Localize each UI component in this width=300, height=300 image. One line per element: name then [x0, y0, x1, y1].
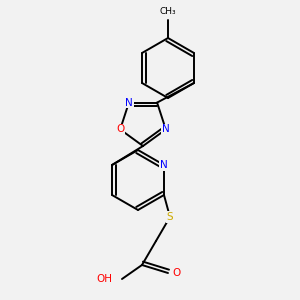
Text: N: N [160, 160, 168, 170]
Text: N: N [125, 98, 133, 108]
Text: CH₃: CH₃ [160, 8, 176, 16]
Text: S: S [167, 212, 173, 222]
Text: N: N [162, 124, 170, 134]
Text: OH: OH [96, 274, 112, 284]
Text: O: O [116, 124, 124, 134]
Text: O: O [173, 268, 181, 278]
